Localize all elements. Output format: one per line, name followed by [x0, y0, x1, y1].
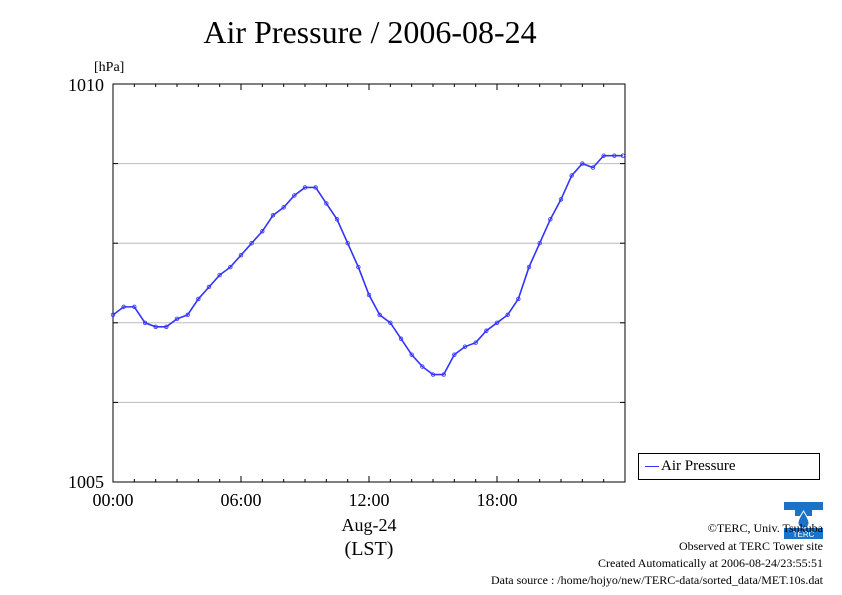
data-point — [260, 229, 265, 234]
terc-logo: TERC — [784, 502, 823, 539]
footer-source: Data source : /home/hojyo/new/TERC-data/… — [490, 573, 823, 587]
y-axis-label: [hPa] — [94, 60, 124, 75]
data-point — [388, 320, 393, 325]
data-point — [505, 312, 510, 318]
y-tick-label-top: 1010 — [68, 75, 104, 95]
air-pressure-line — [112, 154, 623, 376]
data-point — [249, 240, 254, 246]
footer-observed: Observed at TERC Tower site — [678, 539, 823, 553]
data-point — [377, 312, 382, 318]
data-point — [110, 312, 116, 318]
data-point — [228, 264, 233, 270]
legend-swatch — [645, 466, 659, 467]
data-point — [398, 336, 404, 341]
chart-title: Air Pressure / 2006-08-24 — [203, 14, 537, 50]
data-point — [494, 320, 500, 325]
data-point — [206, 284, 212, 290]
axis-ticks — [112, 83, 626, 483]
x-axis-label: Aug-24 — [342, 515, 397, 535]
legend-label: Air Pressure — [661, 458, 736, 474]
data-point — [324, 201, 329, 206]
footer-created: Created Automatically at 2006-08-24/23:5… — [598, 556, 823, 570]
data-point — [196, 296, 201, 302]
air-pressure-series — [110, 153, 626, 377]
x-axis-sublabel: (LST) — [345, 538, 394, 560]
logo-text: TERC — [793, 530, 815, 539]
x-tick-label-06: 06:00 — [220, 490, 261, 510]
y-tick-label-bottom: 1005 — [68, 472, 104, 492]
plot-frame — [112, 83, 626, 483]
x-tick-label-00: 00:00 — [92, 490, 133, 510]
data-point — [420, 364, 425, 369]
data-point — [484, 328, 489, 333]
x-tick-label-12: 12:00 — [348, 490, 389, 510]
data-point — [409, 352, 414, 357]
data-point — [270, 213, 276, 218]
footer-copyright: ©TERC, Univ. Tsukuba — [707, 521, 823, 535]
data-point — [292, 193, 297, 198]
data-point — [217, 272, 222, 278]
grid-lines — [113, 163, 625, 403]
chart-legend: Air Pressure — [638, 453, 820, 480]
data-point — [281, 205, 286, 210]
data-point — [452, 352, 457, 357]
data-point — [238, 252, 244, 258]
x-tick-label-18: 18:00 — [476, 490, 517, 510]
